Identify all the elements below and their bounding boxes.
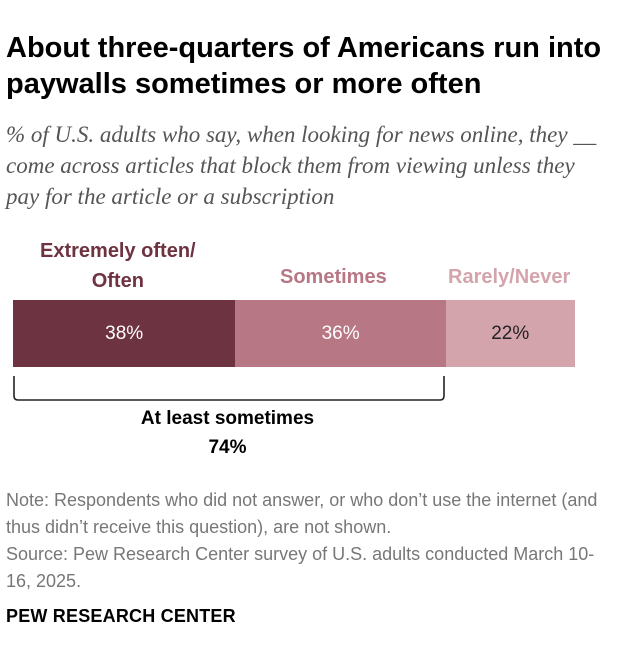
bar-value-label: 38% [105, 322, 144, 344]
category-label-often: Extremely often/ Often [40, 236, 196, 296]
chart-subtitle: % of U.S. adults who say, when looking f… [6, 122, 597, 209]
category-label-rarely: Rarely/Never [448, 266, 571, 288]
bracket-at-least-sometimes [13, 376, 445, 401]
category-label-often-line1: Extremely often/ [40, 240, 196, 262]
category-label-sometimes: Sometimes [280, 266, 387, 288]
bar-segment-rarely: 22% [445, 300, 575, 367]
note-text: Note: Respondents who did not answer, or… [6, 490, 598, 537]
brand-logo-text: PEW RESEARCH CENTER [6, 606, 236, 626]
bracket-label-text: At least sometimes [140, 408, 315, 429]
bracket-label: At least sometimes 74% [100, 404, 355, 462]
chart-title: About three-quarters of Americans run in… [6, 32, 602, 100]
footnotes: Note: Respondents who did not answer, or… [6, 487, 611, 595]
bar-segment-often: 38% [13, 300, 236, 367]
bar-value-label: 22% [491, 322, 530, 344]
bracket-label-value: 74% [208, 437, 247, 458]
bar-value-label: 36% [321, 322, 360, 344]
bar-segment-sometimes: 36% [235, 300, 446, 367]
category-label-often-line2: Often [91, 270, 144, 292]
source-text: Source: Pew Research Center survey of U.… [6, 544, 595, 591]
